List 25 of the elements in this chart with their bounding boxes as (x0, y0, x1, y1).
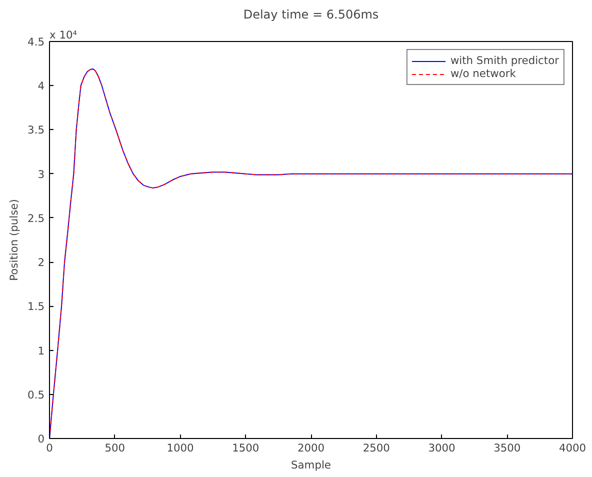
x-tick-label: 4000 (558, 442, 586, 454)
y-tick-label: 1 (38, 344, 44, 358)
y-tick-label: 4 (38, 80, 45, 93)
y-tick-label: 3.5 (28, 124, 45, 137)
legend-label: w/o network (450, 67, 516, 80)
y-tick-label: 0.5 (28, 388, 45, 402)
y-tick-label: 2 (38, 256, 44, 270)
y-tick-label: 2.5 (28, 212, 45, 225)
x-tick-label: 1500 (232, 442, 260, 454)
x-tick-label: 500 (104, 442, 126, 454)
y-axis-title: Position (pulse) (8, 199, 21, 281)
y-tick-label: 3 (38, 168, 44, 181)
chart-title: Delay time = 6.506ms (243, 8, 379, 22)
x-axis-title: Sample (291, 458, 331, 472)
legend-label: with Smith predictor (450, 54, 559, 67)
annotation: x 10⁴ (50, 28, 78, 42)
x-tick-label: 2000 (297, 442, 325, 454)
x-tick-label: 0 (46, 442, 54, 454)
y-tick-label: 1.5 (28, 300, 45, 314)
y-tick-label: 4.5 (28, 36, 45, 48)
x-tick-label: 1000 (166, 442, 194, 454)
y-tick-label: 0 (38, 432, 45, 446)
x-tick-label: 3000 (428, 442, 456, 454)
x-tick-label: 2500 (362, 442, 390, 454)
x-tick-label: 3500 (494, 442, 521, 454)
